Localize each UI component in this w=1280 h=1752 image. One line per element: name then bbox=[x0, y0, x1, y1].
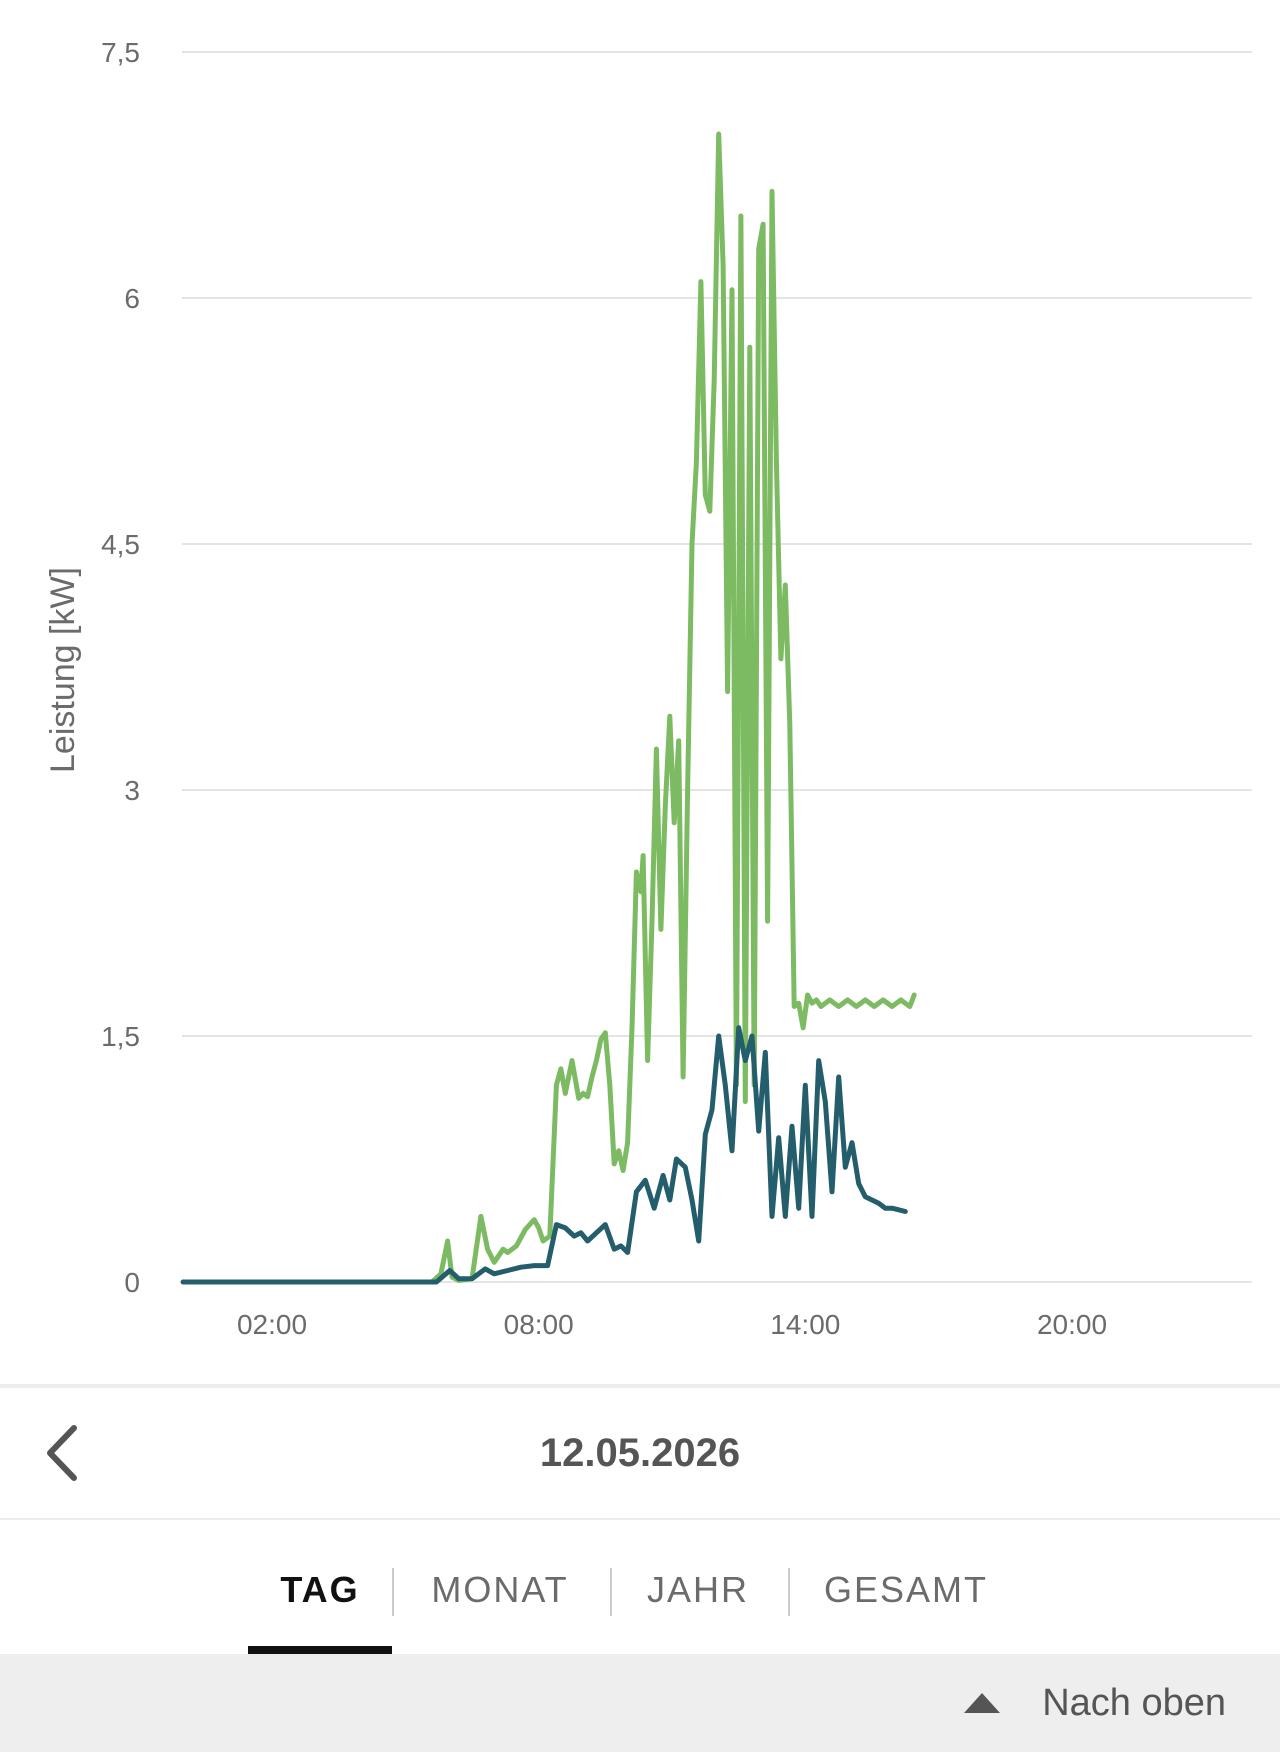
footer: Nach oben bbox=[0, 1654, 1280, 1752]
current-date: 12.05.2026 bbox=[539, 1431, 741, 1475]
series-lines bbox=[180, 131, 917, 1285]
y-tick-label: 6 bbox=[124, 283, 140, 314]
series-line-teal bbox=[180, 1025, 908, 1285]
x-tick-label: 02:00 bbox=[237, 1309, 307, 1340]
tab-divider bbox=[392, 1568, 394, 1616]
chart-separator bbox=[0, 1384, 1280, 1388]
tab-tag[interactable]: TAG bbox=[280, 1569, 360, 1610]
tab-gesamt[interactable]: GESAMT bbox=[823, 1569, 988, 1610]
previous-day-button[interactable] bbox=[30, 1418, 100, 1488]
series-line-green bbox=[180, 131, 917, 1285]
y-axis-label: Leistung [kW] bbox=[44, 567, 82, 773]
back-to-top-button[interactable]: Nach oben bbox=[962, 1654, 1226, 1752]
triangle-up-icon bbox=[964, 1693, 1001, 1713]
power-chart-svg: 0 1,5 3 4,5 6 7,5 02:00 08:00 14:00 20:00 Leistu… bbox=[44, 37, 1252, 1340]
x-tick-label: 08:00 bbox=[504, 1309, 574, 1340]
y-tick-label: 1,5 bbox=[101, 1021, 140, 1052]
power-chart: 0 1,5 3 4,5 6 7,5 02:00 08:00 14:00 20:00 Leistu… bbox=[44, 37, 1252, 1340]
tab-divider bbox=[788, 1568, 790, 1616]
period-tabs: TAG MONAT JAHR GESAMT bbox=[0, 1520, 1280, 1654]
chevron-left-icon bbox=[47, 1425, 77, 1481]
y-axis-ticks: 0 1,5 3 4,5 6 7,5 bbox=[101, 37, 140, 1298]
x-tick-label: 14:00 bbox=[770, 1309, 840, 1340]
tab-monat[interactable]: MONAT bbox=[431, 1569, 569, 1610]
y-tick-label: 4,5 bbox=[101, 529, 140, 560]
x-axis-ticks: 02:00 08:00 14:00 20:00 bbox=[237, 1309, 1107, 1340]
back-to-top-label: Nach oben bbox=[1042, 1681, 1226, 1724]
tab-divider bbox=[610, 1568, 612, 1616]
y-tick-label: 0 bbox=[124, 1267, 140, 1298]
tab-jahr[interactable]: JAHR bbox=[646, 1569, 749, 1610]
x-tick-label: 20:00 bbox=[1037, 1309, 1107, 1340]
y-tick-label: 7,5 bbox=[101, 37, 140, 68]
date-navigation: 12.05.2026 bbox=[0, 1388, 1280, 1520]
y-tick-label: 3 bbox=[124, 775, 140, 806]
active-tab-indicator bbox=[248, 1646, 392, 1654]
